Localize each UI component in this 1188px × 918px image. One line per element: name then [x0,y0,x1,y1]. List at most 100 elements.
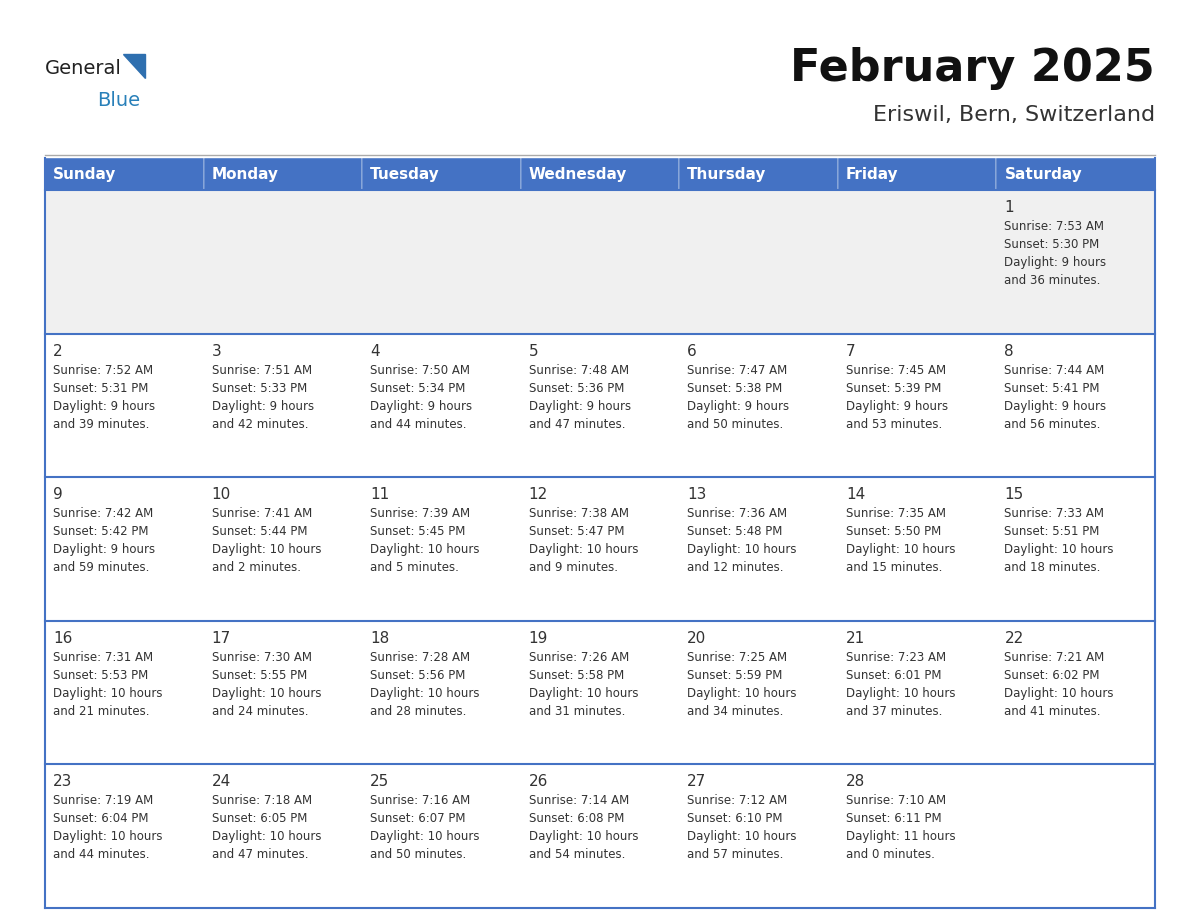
Text: Sunrise: 7:14 AM
Sunset: 6:08 PM
Daylight: 10 hours
and 54 minutes.: Sunrise: 7:14 AM Sunset: 6:08 PM Dayligh… [529,794,638,861]
Bar [203,190,362,333]
Text: Friday: Friday [846,166,898,182]
Bar [838,333,997,477]
Bar [362,765,520,908]
Text: Sunrise: 7:53 AM
Sunset: 5:30 PM
Daylight: 9 hours
and 36 minutes.: Sunrise: 7:53 AM Sunset: 5:30 PM Dayligh… [1004,220,1106,287]
Bar [520,190,680,333]
Bar [680,333,838,477]
Text: Sunrise: 7:36 AM
Sunset: 5:48 PM
Daylight: 10 hours
and 12 minutes.: Sunrise: 7:36 AM Sunset: 5:48 PM Dayligh… [688,508,797,574]
Text: Sunrise: 7:23 AM
Sunset: 6:01 PM
Daylight: 10 hours
and 37 minutes.: Sunrise: 7:23 AM Sunset: 6:01 PM Dayligh… [846,651,955,718]
Text: 12: 12 [529,487,548,502]
Text: Thursday: Thursday [688,166,766,182]
Text: Sunday: Sunday [53,166,116,182]
Text: General: General [45,59,122,77]
Bar [680,477,838,621]
Text: Sunrise: 7:25 AM
Sunset: 5:59 PM
Daylight: 10 hours
and 34 minutes.: Sunrise: 7:25 AM Sunset: 5:59 PM Dayligh… [688,651,797,718]
Text: 24: 24 [211,775,230,789]
Text: 22: 22 [1004,631,1024,645]
Text: 23: 23 [53,775,72,789]
Text: Tuesday: Tuesday [371,166,440,182]
Bar [203,765,362,908]
Bar [362,621,520,765]
Bar [997,158,1155,190]
Text: 3: 3 [211,343,221,359]
Bar [838,621,997,765]
Bar [45,158,203,190]
Bar [45,765,203,908]
Text: 25: 25 [371,775,390,789]
Text: Sunrise: 7:21 AM
Sunset: 6:02 PM
Daylight: 10 hours
and 41 minutes.: Sunrise: 7:21 AM Sunset: 6:02 PM Dayligh… [1004,651,1114,718]
Bar [362,190,520,333]
Text: 6: 6 [688,343,697,359]
Text: 16: 16 [53,631,72,645]
Bar [203,621,362,765]
Text: Sunrise: 7:41 AM
Sunset: 5:44 PM
Daylight: 10 hours
and 2 minutes.: Sunrise: 7:41 AM Sunset: 5:44 PM Dayligh… [211,508,321,574]
Bar [362,158,520,190]
Text: Sunrise: 7:26 AM
Sunset: 5:58 PM
Daylight: 10 hours
and 31 minutes.: Sunrise: 7:26 AM Sunset: 5:58 PM Dayligh… [529,651,638,718]
Text: Sunrise: 7:48 AM
Sunset: 5:36 PM
Daylight: 9 hours
and 47 minutes.: Sunrise: 7:48 AM Sunset: 5:36 PM Dayligh… [529,364,631,431]
Text: 26: 26 [529,775,548,789]
Text: Sunrise: 7:39 AM
Sunset: 5:45 PM
Daylight: 10 hours
and 5 minutes.: Sunrise: 7:39 AM Sunset: 5:45 PM Dayligh… [371,508,480,574]
Bar [520,158,680,190]
Bar [362,333,520,477]
Bar [520,477,680,621]
Bar [45,333,203,477]
Bar [203,333,362,477]
Text: 14: 14 [846,487,865,502]
Text: 20: 20 [688,631,707,645]
Bar [680,765,838,908]
Text: Eriswil, Bern, Switzerland: Eriswil, Bern, Switzerland [873,105,1155,125]
Bar [362,477,520,621]
Text: Sunrise: 7:52 AM
Sunset: 5:31 PM
Daylight: 9 hours
and 39 minutes.: Sunrise: 7:52 AM Sunset: 5:31 PM Dayligh… [53,364,156,431]
Polygon shape [124,54,145,78]
Bar [680,158,838,190]
Text: Wednesday: Wednesday [529,166,627,182]
Text: 1: 1 [1004,200,1015,215]
Text: 28: 28 [846,775,865,789]
Bar [838,158,997,190]
Bar [520,621,680,765]
Bar [838,477,997,621]
Bar [997,477,1155,621]
Text: Sunrise: 7:44 AM
Sunset: 5:41 PM
Daylight: 9 hours
and 56 minutes.: Sunrise: 7:44 AM Sunset: 5:41 PM Dayligh… [1004,364,1106,431]
Bar [838,190,997,333]
Text: Sunrise: 7:50 AM
Sunset: 5:34 PM
Daylight: 9 hours
and 44 minutes.: Sunrise: 7:50 AM Sunset: 5:34 PM Dayligh… [371,364,473,431]
Text: Monday: Monday [211,166,278,182]
Text: 15: 15 [1004,487,1024,502]
Text: 5: 5 [529,343,538,359]
Text: Sunrise: 7:31 AM
Sunset: 5:53 PM
Daylight: 10 hours
and 21 minutes.: Sunrise: 7:31 AM Sunset: 5:53 PM Dayligh… [53,651,163,718]
Text: Sunrise: 7:12 AM
Sunset: 6:10 PM
Daylight: 10 hours
and 57 minutes.: Sunrise: 7:12 AM Sunset: 6:10 PM Dayligh… [688,794,797,861]
Text: Sunrise: 7:18 AM
Sunset: 6:05 PM
Daylight: 10 hours
and 47 minutes.: Sunrise: 7:18 AM Sunset: 6:05 PM Dayligh… [211,794,321,861]
Bar [680,621,838,765]
Text: Sunrise: 7:10 AM
Sunset: 6:11 PM
Daylight: 11 hours
and 0 minutes.: Sunrise: 7:10 AM Sunset: 6:11 PM Dayligh… [846,794,955,861]
Text: 27: 27 [688,775,707,789]
Text: Sunrise: 7:35 AM
Sunset: 5:50 PM
Daylight: 10 hours
and 15 minutes.: Sunrise: 7:35 AM Sunset: 5:50 PM Dayligh… [846,508,955,574]
Text: Sunrise: 7:16 AM
Sunset: 6:07 PM
Daylight: 10 hours
and 50 minutes.: Sunrise: 7:16 AM Sunset: 6:07 PM Dayligh… [371,794,480,861]
Bar [997,621,1155,765]
Text: Saturday: Saturday [1004,166,1082,182]
Text: 18: 18 [371,631,390,645]
Bar [45,621,203,765]
Text: Sunrise: 7:38 AM
Sunset: 5:47 PM
Daylight: 10 hours
and 9 minutes.: Sunrise: 7:38 AM Sunset: 5:47 PM Dayligh… [529,508,638,574]
Text: Sunrise: 7:45 AM
Sunset: 5:39 PM
Daylight: 9 hours
and 53 minutes.: Sunrise: 7:45 AM Sunset: 5:39 PM Dayligh… [846,364,948,431]
Bar [45,190,203,333]
Bar [45,477,203,621]
Bar [203,477,362,621]
Text: 2: 2 [53,343,63,359]
Text: Sunrise: 7:30 AM
Sunset: 5:55 PM
Daylight: 10 hours
and 24 minutes.: Sunrise: 7:30 AM Sunset: 5:55 PM Dayligh… [211,651,321,718]
Text: Blue: Blue [97,91,140,109]
Text: Sunrise: 7:42 AM
Sunset: 5:42 PM
Daylight: 9 hours
and 59 minutes.: Sunrise: 7:42 AM Sunset: 5:42 PM Dayligh… [53,508,156,574]
Text: 17: 17 [211,631,230,645]
Text: 4: 4 [371,343,380,359]
Text: 13: 13 [688,487,707,502]
Bar [997,333,1155,477]
Text: Sunrise: 7:51 AM
Sunset: 5:33 PM
Daylight: 9 hours
and 42 minutes.: Sunrise: 7:51 AM Sunset: 5:33 PM Dayligh… [211,364,314,431]
Text: 10: 10 [211,487,230,502]
Bar [997,765,1155,908]
Text: 21: 21 [846,631,865,645]
Text: Sunrise: 7:33 AM
Sunset: 5:51 PM
Daylight: 10 hours
and 18 minutes.: Sunrise: 7:33 AM Sunset: 5:51 PM Dayligh… [1004,508,1114,574]
Bar [680,190,838,333]
Text: Sunrise: 7:19 AM
Sunset: 6:04 PM
Daylight: 10 hours
and 44 minutes.: Sunrise: 7:19 AM Sunset: 6:04 PM Dayligh… [53,794,163,861]
Bar [997,190,1155,333]
Bar [203,158,362,190]
Text: 7: 7 [846,343,855,359]
